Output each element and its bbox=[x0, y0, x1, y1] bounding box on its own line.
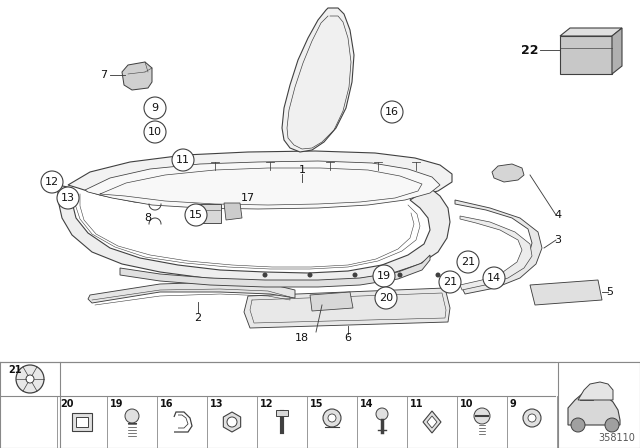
Text: 16: 16 bbox=[385, 107, 399, 117]
Text: 17: 17 bbox=[241, 193, 255, 203]
Circle shape bbox=[41, 171, 63, 193]
Circle shape bbox=[483, 267, 505, 289]
Circle shape bbox=[144, 121, 166, 143]
Circle shape bbox=[323, 409, 341, 427]
Text: 21: 21 bbox=[443, 277, 457, 287]
Circle shape bbox=[16, 365, 44, 393]
Text: 1: 1 bbox=[298, 165, 305, 175]
Bar bbox=[558, 362, 640, 448]
Text: 10: 10 bbox=[460, 399, 474, 409]
Polygon shape bbox=[58, 185, 450, 282]
Bar bbox=[76, 417, 88, 427]
Circle shape bbox=[353, 272, 358, 277]
Circle shape bbox=[172, 149, 194, 171]
Text: 6: 6 bbox=[344, 333, 351, 343]
Text: 21: 21 bbox=[461, 257, 475, 267]
Text: 9: 9 bbox=[510, 399, 516, 409]
Bar bbox=[72, 413, 92, 431]
Text: 5: 5 bbox=[607, 287, 614, 297]
Polygon shape bbox=[492, 164, 524, 182]
Polygon shape bbox=[223, 412, 241, 432]
FancyBboxPatch shape bbox=[195, 203, 221, 223]
Text: 15: 15 bbox=[189, 210, 203, 220]
Polygon shape bbox=[460, 216, 532, 290]
Polygon shape bbox=[568, 392, 620, 425]
Polygon shape bbox=[427, 416, 437, 428]
Text: 20: 20 bbox=[379, 293, 393, 303]
Polygon shape bbox=[310, 292, 353, 311]
Text: 9: 9 bbox=[152, 103, 159, 113]
Circle shape bbox=[307, 272, 312, 277]
Text: 7: 7 bbox=[100, 70, 108, 80]
Circle shape bbox=[227, 417, 237, 427]
Circle shape bbox=[523, 409, 541, 427]
Text: 19: 19 bbox=[110, 399, 124, 409]
Circle shape bbox=[571, 418, 585, 432]
Polygon shape bbox=[85, 161, 440, 209]
Text: 21: 21 bbox=[8, 365, 22, 375]
Text: 20: 20 bbox=[60, 399, 74, 409]
Text: 12: 12 bbox=[260, 399, 273, 409]
Polygon shape bbox=[578, 382, 613, 400]
Text: 11: 11 bbox=[410, 399, 424, 409]
Text: 8: 8 bbox=[145, 213, 152, 223]
Circle shape bbox=[262, 272, 268, 277]
Polygon shape bbox=[423, 411, 441, 433]
Text: 4: 4 bbox=[554, 210, 561, 220]
Circle shape bbox=[381, 101, 403, 123]
Circle shape bbox=[375, 287, 397, 309]
Polygon shape bbox=[282, 8, 354, 152]
Text: 13: 13 bbox=[61, 193, 75, 203]
Circle shape bbox=[26, 375, 34, 383]
Circle shape bbox=[125, 409, 139, 423]
Polygon shape bbox=[122, 62, 152, 90]
Polygon shape bbox=[612, 28, 622, 74]
Circle shape bbox=[528, 414, 536, 422]
Text: 14: 14 bbox=[487, 273, 501, 283]
Polygon shape bbox=[68, 151, 452, 207]
Text: 18: 18 bbox=[295, 333, 309, 343]
Bar bbox=[276, 410, 288, 416]
Circle shape bbox=[435, 272, 440, 277]
Polygon shape bbox=[244, 288, 450, 328]
Text: 15: 15 bbox=[310, 399, 323, 409]
Circle shape bbox=[376, 408, 388, 420]
Text: 13: 13 bbox=[210, 399, 223, 409]
Circle shape bbox=[397, 272, 403, 277]
Circle shape bbox=[457, 251, 479, 273]
Text: 14: 14 bbox=[360, 399, 374, 409]
Bar bbox=[560, 36, 612, 74]
Circle shape bbox=[57, 187, 79, 209]
Text: 16: 16 bbox=[160, 399, 173, 409]
Text: 22: 22 bbox=[520, 43, 538, 56]
Text: 19: 19 bbox=[377, 271, 391, 281]
Circle shape bbox=[328, 414, 336, 422]
Text: 10: 10 bbox=[148, 127, 162, 137]
Circle shape bbox=[605, 418, 619, 432]
Polygon shape bbox=[560, 28, 622, 36]
Text: 3: 3 bbox=[554, 235, 561, 245]
Circle shape bbox=[474, 408, 490, 424]
Circle shape bbox=[144, 97, 166, 119]
Polygon shape bbox=[88, 282, 295, 303]
Circle shape bbox=[373, 265, 395, 287]
Text: 358110: 358110 bbox=[598, 433, 635, 443]
Text: 12: 12 bbox=[45, 177, 59, 187]
Text: 2: 2 bbox=[195, 313, 202, 323]
Polygon shape bbox=[224, 203, 242, 220]
Polygon shape bbox=[455, 200, 542, 294]
Polygon shape bbox=[120, 255, 430, 287]
Polygon shape bbox=[530, 280, 602, 305]
Circle shape bbox=[439, 271, 461, 293]
Circle shape bbox=[185, 204, 207, 226]
Text: 11: 11 bbox=[176, 155, 190, 165]
